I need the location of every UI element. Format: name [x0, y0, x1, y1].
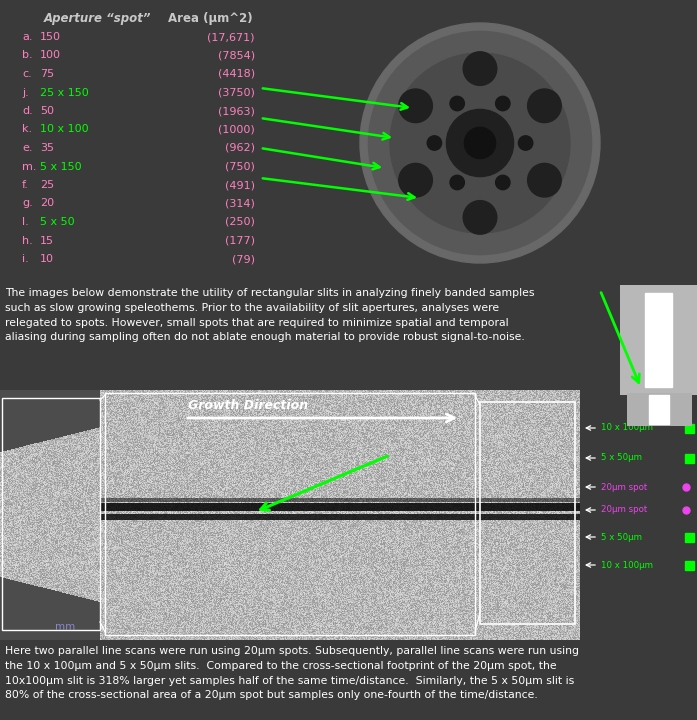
Text: 5 x 150: 5 x 150: [40, 161, 82, 171]
Text: m.: m.: [22, 161, 36, 171]
Text: (177): (177): [225, 235, 255, 246]
Text: 5 x 50μm: 5 x 50μm: [601, 533, 642, 541]
Bar: [685, 423, 694, 433]
Text: (962): (962): [225, 143, 255, 153]
Text: 5 x 50μm: 5 x 50μm: [601, 454, 642, 462]
Text: l.: l.: [22, 217, 29, 227]
Text: 15: 15: [40, 235, 54, 246]
Text: h.: h.: [22, 235, 33, 246]
Text: 50: 50: [40, 106, 54, 116]
Circle shape: [450, 96, 464, 111]
Text: (79): (79): [232, 254, 255, 264]
Text: 20μm spot: 20μm spot: [601, 505, 648, 515]
Text: (1963): (1963): [218, 106, 255, 116]
Text: 100: 100: [40, 50, 61, 60]
Text: 20μm spot: 20μm spot: [601, 482, 648, 492]
Bar: [685, 560, 694, 570]
Circle shape: [399, 163, 432, 197]
Text: i.: i.: [22, 254, 29, 264]
Text: 20: 20: [40, 199, 54, 209]
Circle shape: [496, 175, 510, 189]
Bar: [685, 454, 694, 462]
Text: (1000): (1000): [218, 125, 255, 135]
Bar: [2, 398, 100, 630]
Text: (750): (750): [225, 161, 255, 171]
Text: j.: j.: [22, 88, 29, 97]
Text: Area (μm^2): Area (μm^2): [168, 12, 252, 25]
Bar: [480, 402, 575, 624]
Circle shape: [450, 175, 464, 189]
Text: 75: 75: [40, 69, 54, 79]
Text: (250): (250): [225, 217, 255, 227]
Bar: [645, 293, 672, 387]
Circle shape: [528, 163, 561, 197]
Text: c.: c.: [22, 69, 32, 79]
Text: a.: a.: [22, 32, 33, 42]
Text: k.: k.: [22, 125, 32, 135]
Text: (7854): (7854): [218, 50, 255, 60]
Text: 10: 10: [40, 254, 54, 264]
Bar: [685, 533, 694, 541]
Text: 10 x 100: 10 x 100: [40, 125, 89, 135]
Text: Here two parallel line scans were run using 20μm spots. Subsequently, parallel l: Here two parallel line scans were run us…: [5, 646, 579, 701]
Circle shape: [427, 136, 442, 150]
Circle shape: [528, 89, 561, 122]
Circle shape: [390, 53, 570, 233]
Circle shape: [464, 127, 496, 158]
Circle shape: [519, 136, 533, 150]
Circle shape: [464, 201, 497, 234]
Text: d.: d.: [22, 106, 33, 116]
Circle shape: [369, 32, 592, 255]
Text: 10 x 100μm: 10 x 100μm: [601, 560, 653, 570]
Circle shape: [399, 89, 432, 122]
Text: (4418): (4418): [218, 69, 255, 79]
Bar: [105, 393, 475, 635]
Circle shape: [446, 109, 514, 176]
Text: 10 x 100μm: 10 x 100μm: [601, 423, 653, 433]
Circle shape: [496, 96, 510, 111]
Text: 25: 25: [40, 180, 54, 190]
Text: 5 x 50: 5 x 50: [40, 217, 75, 227]
Text: (314): (314): [225, 199, 255, 209]
Text: (17,671): (17,671): [208, 32, 255, 42]
Text: e.: e.: [22, 143, 33, 153]
Text: Growth Direction: Growth Direction: [188, 399, 308, 412]
Text: f.: f.: [22, 180, 29, 190]
Text: The images below demonstrate the utility of rectangular slits in analyzing finel: The images below demonstrate the utility…: [5, 288, 535, 343]
Text: Aperture “spot”: Aperture “spot”: [44, 12, 152, 25]
Text: 25 x 150: 25 x 150: [40, 88, 89, 97]
Text: mm: mm: [55, 622, 75, 632]
Text: g.: g.: [22, 199, 33, 209]
Text: 150: 150: [40, 32, 61, 42]
Text: (3750): (3750): [218, 88, 255, 97]
Text: (491): (491): [225, 180, 255, 190]
Bar: [649, 395, 669, 424]
Circle shape: [360, 23, 600, 263]
Circle shape: [464, 52, 497, 86]
Text: b.: b.: [22, 50, 33, 60]
Text: 35: 35: [40, 143, 54, 153]
